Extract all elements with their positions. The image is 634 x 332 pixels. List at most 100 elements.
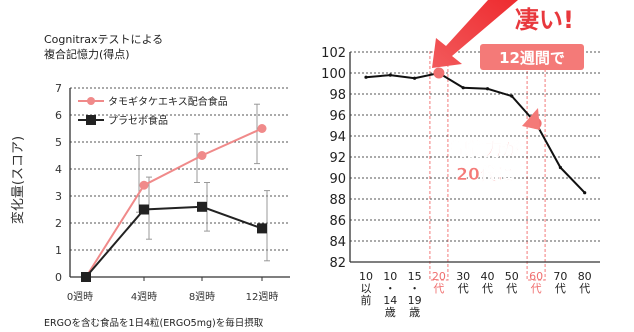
right-x-tick-line: 20 <box>432 270 446 283</box>
right-x-tick-line: 60 <box>529 270 543 283</box>
left-x-tick-label: 0週時 <box>67 291 93 303</box>
right-x-tick-line: 以 <box>361 282 372 295</box>
right-point-highlight <box>433 67 445 79</box>
right-point <box>558 165 563 170</box>
right-x-tick-label: 50代 <box>505 270 519 295</box>
right-x-tick-label: 20代 <box>432 270 446 295</box>
right-y-ticks: 82 84 86 88 90 92 94 96 98 100 102 <box>321 46 346 271</box>
right-x-tick-line: 30 <box>456 270 470 283</box>
left-x-tick-label: 4週時 <box>131 291 157 303</box>
left-point-placebo <box>197 201 207 212</box>
right-y-tick-label: 94 <box>329 130 346 145</box>
right-point <box>413 76 417 80</box>
left-y-axis-label: 変化量(スコア) <box>10 136 26 224</box>
right-x-tick-line: 15 <box>408 270 422 283</box>
legend-marker-tamogi <box>87 97 95 105</box>
legend-label-tamogi: タモギタケエキス配合食品 <box>108 95 228 108</box>
left-y-tick-label: 7 <box>55 82 62 95</box>
right-y-tick-label: 96 <box>329 109 346 124</box>
left-y-tick-label: 0 <box>55 271 62 284</box>
left-error-bars <box>136 103 270 262</box>
callout-line2: 20代に <box>456 164 514 185</box>
left-series-line-1 <box>85 205 263 278</box>
right-grid <box>350 51 600 242</box>
right-x-tick-line: 代 <box>531 282 542 295</box>
right-x-tick-line: 代 <box>458 282 469 295</box>
right-x-tick-label: 30代 <box>456 270 470 295</box>
right-x-tick-line: 70 <box>553 270 567 283</box>
right-y-tick-label: 92 <box>329 151 346 166</box>
right-y-tick-label: 98 <box>329 88 346 103</box>
right-x-tick-line: 10 <box>383 270 397 283</box>
right-x-tick-line: 80 <box>578 270 592 283</box>
right-x-tick-line: 代 <box>555 282 566 295</box>
right-point <box>510 94 514 98</box>
left-y-tick-label: 4 <box>55 163 62 176</box>
left-y-tick-label: 2 <box>55 217 62 230</box>
wow-text: 凄い! <box>515 6 574 34</box>
left-x-ticks: 0週時 4週時 8週時 12週時 <box>67 277 279 303</box>
left-title: Cognitraxテストによる <box>44 33 163 46</box>
big-arrow-icon <box>432 0 518 68</box>
highlight-60s-box <box>526 51 546 281</box>
right-x-tick-line: 代 <box>433 282 444 295</box>
right-x-tick-label: 40代 <box>481 270 495 295</box>
right-x-tick-line: 前 <box>361 293 372 307</box>
right-y-tick-label: 102 <box>321 46 346 61</box>
left-point-tamogi <box>257 124 267 133</box>
left-y-tick-label: 3 <box>55 190 62 203</box>
left-point-placebo <box>81 272 91 282</box>
left-series-lines <box>85 127 263 278</box>
left-series-line-0 <box>85 127 263 278</box>
left-series-points <box>81 124 267 282</box>
right-y-tick-label: 86 <box>329 214 346 229</box>
right-x-tick-line: 50 <box>505 270 519 283</box>
left-point-placebo <box>139 204 149 215</box>
right-x-tick-label: 60代 <box>529 270 543 295</box>
right-point <box>364 75 368 79</box>
right-x-tick-line: ・ <box>409 282 420 295</box>
callout-line1: 記憶力が <box>451 139 519 160</box>
right-x-tick-label: 70代 <box>553 270 567 295</box>
right-x-tick-line: 40 <box>481 270 495 283</box>
left-x-tick-label: 8週時 <box>189 291 215 303</box>
right-x-tick-line: 代 <box>579 282 590 295</box>
right-y-tick-label: 90 <box>329 172 346 187</box>
right-x-tick-label: 80代 <box>578 270 592 295</box>
right-x-tick-line: 代 <box>506 282 517 295</box>
left-point-tamogi <box>139 180 149 190</box>
left-legend: タモギタケエキス配合食品 プラセボ食品 <box>78 95 228 127</box>
right-series-line <box>365 71 586 194</box>
left-point-tamogi <box>197 151 207 160</box>
right-x-tick-line: ・ <box>385 282 396 295</box>
right-point <box>485 87 490 91</box>
right-point <box>461 86 465 90</box>
right-x-tick-line: 歳 <box>385 306 396 319</box>
legend-label-placebo: プラセボ食品 <box>108 114 168 127</box>
right-x-tick-label: 15・19歳 <box>408 270 422 319</box>
left-y-ticks: 0 1 2 3 4 5 6 7 <box>55 82 62 284</box>
callout-arrow-icon <box>522 108 540 130</box>
left-y-tick-label: 1 <box>55 244 62 257</box>
right-y-tick-label: 82 <box>329 256 346 271</box>
legend-marker-placebo <box>86 115 96 125</box>
left-y-tick-label: 6 <box>55 109 62 122</box>
right-series-line <box>365 71 586 194</box>
left-subtitle: 複合記憶力(得点) <box>44 47 130 61</box>
right-point <box>388 73 392 77</box>
right-x-tick-line: 19 <box>408 294 422 307</box>
right-x-tick-line: 歳 <box>409 306 420 319</box>
right-y-tick-label: 100 <box>321 67 346 82</box>
right-y-tick-label: 84 <box>329 235 346 250</box>
right-y-tick-label: 88 <box>329 193 346 208</box>
left-x-tick-label: 12週時 <box>246 291 279 303</box>
highlight-20s-box <box>429 51 449 281</box>
left-grid <box>70 87 290 251</box>
weeks-badge <box>480 44 584 70</box>
left-point-placebo <box>257 223 267 234</box>
